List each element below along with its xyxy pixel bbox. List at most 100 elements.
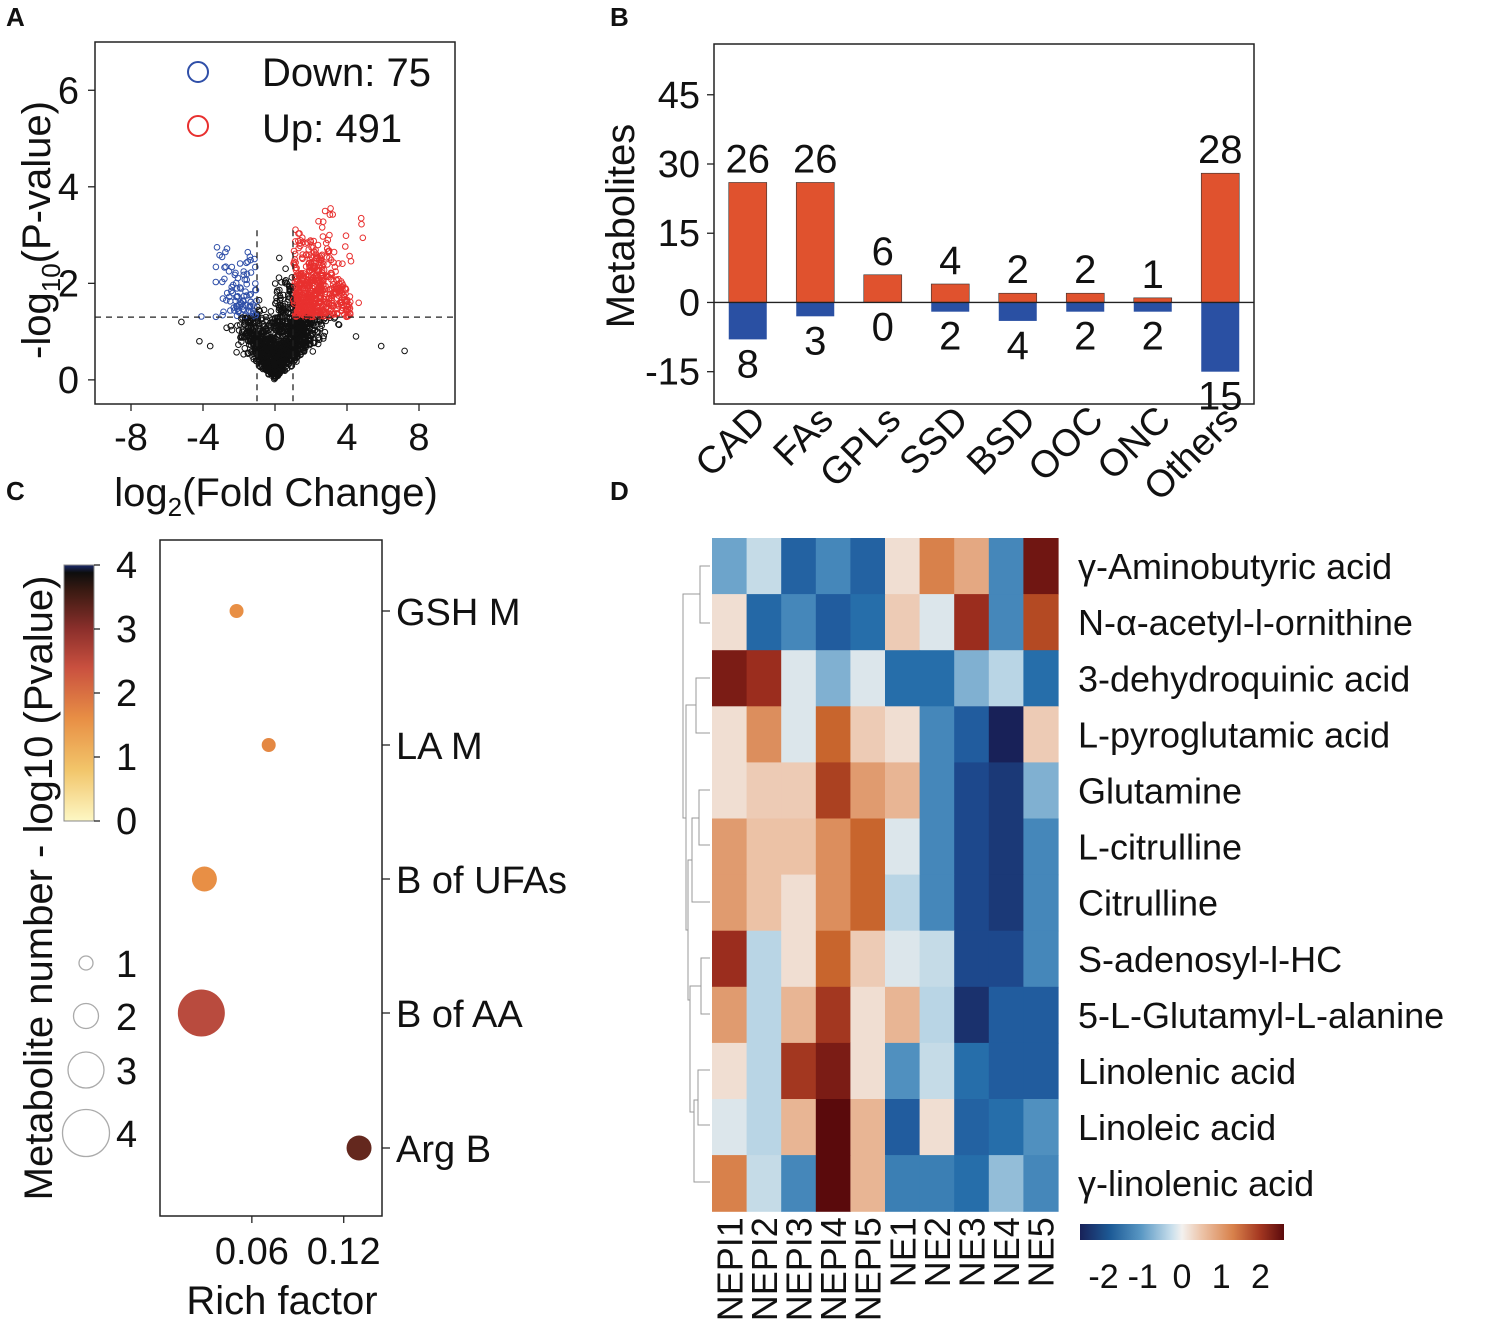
volcano-point — [258, 314, 266, 322]
volcano-point-up — [328, 302, 336, 309]
volcano-point — [318, 224, 326, 231]
volcano-point — [330, 248, 338, 256]
heatmap-cell — [954, 594, 990, 651]
pathway-label: GSH M — [396, 592, 521, 634]
volcano-point — [358, 220, 365, 228]
bar-down-label: 2 — [939, 315, 961, 359]
volcano-point-down — [251, 255, 258, 263]
volcano-point — [314, 340, 322, 348]
category-label: GPLs — [812, 399, 909, 496]
size-legend-circle — [67, 1051, 105, 1089]
volcano-point — [291, 343, 298, 350]
legend-down-marker — [187, 61, 209, 83]
bar-down-label: 3 — [804, 319, 826, 363]
bar-up-label: 2 — [1074, 248, 1096, 292]
heatmap-cell — [815, 930, 851, 988]
legend-down-label: Down: 75 — [262, 51, 431, 95]
category-label: OOC — [1021, 399, 1112, 490]
heatmap-cell — [1023, 594, 1059, 651]
y-tick-label: 45 — [658, 75, 700, 117]
volcano-point — [245, 307, 253, 314]
volcano-point — [285, 290, 292, 298]
heatmap-cell — [988, 1099, 1024, 1156]
volcano-point — [266, 341, 274, 349]
heatmap-cell — [712, 1099, 748, 1156]
row-label: Linoleic acid — [1078, 1107, 1276, 1148]
colorbar-tick-label: 2 — [116, 673, 137, 715]
heatmap-cell — [850, 706, 886, 763]
volcano-point-up — [311, 276, 319, 283]
volcano-point-up — [304, 298, 311, 305]
heatmap-cell — [781, 1099, 817, 1156]
heatmap-cell — [712, 762, 748, 820]
volcano-point-up — [336, 299, 344, 306]
volcano-point — [245, 349, 252, 357]
volcano-point-down — [246, 302, 254, 310]
heatmap-cell — [781, 1042, 817, 1100]
colorbar-tick-label: -1 — [1128, 1258, 1158, 1296]
volcano-point — [342, 232, 350, 239]
volcano-point — [231, 307, 238, 314]
volcano-point — [306, 341, 314, 349]
panel-label-a: A — [6, 2, 25, 32]
pathway-label: B of AA — [396, 994, 523, 1036]
y-tick-label: -15 — [645, 352, 700, 394]
bar-down-ONC — [1133, 302, 1172, 312]
volcano-point — [246, 291, 253, 299]
enrichment-bubble-plot: 0 1 2 3 4 1 2 3 4 GSH M LA M B of UFAs B of AA Arg … — [17, 539, 567, 1323]
heatmap-cell — [850, 1042, 886, 1100]
row-label: S-adenosyl-l-HC — [1078, 939, 1342, 980]
heatmap-cell — [746, 930, 782, 988]
volcano-points — [178, 205, 408, 383]
volcano-point — [267, 319, 274, 327]
heatmap-cell — [954, 706, 990, 763]
bar-up-Others — [1200, 172, 1240, 303]
volcano-point — [257, 363, 264, 371]
volcano-point-down — [236, 260, 244, 267]
heatmap-cell — [988, 706, 1024, 763]
heatmap-cell — [919, 930, 955, 988]
bar-axis-ticks: -15 0 15 30 45 — [645, 75, 714, 394]
bar-y-label: Metabolites — [599, 124, 643, 329]
volcano-point-up — [302, 309, 310, 317]
volcano-point — [228, 326, 236, 334]
heatmap-cell — [1023, 1099, 1059, 1156]
heatmap-cell — [850, 594, 886, 651]
volcano-point — [315, 218, 322, 225]
row-label: γ-Aminobutyric acid — [1078, 546, 1392, 587]
column-label: NE1 — [882, 1217, 923, 1287]
pvalue-colorbar-ticks: 0 1 2 3 4 — [94, 545, 137, 843]
row-label: γ-linolenic acid — [1078, 1163, 1314, 1204]
volcano-point — [275, 362, 283, 370]
heatmap-cells — [712, 538, 1059, 1212]
volcano-point-up — [330, 284, 338, 291]
heatmap-cell — [781, 1155, 817, 1212]
volcano-point-down — [236, 284, 244, 291]
volcano-point — [302, 263, 310, 270]
volcano-point — [282, 265, 289, 273]
x-tick-label: -8 — [114, 417, 148, 459]
heatmap-cell — [954, 650, 990, 707]
volcano-axis-ticks: -8 -4 0 4 8 0 2 4 6 — [58, 70, 430, 459]
volcano-point — [254, 330, 262, 338]
volcano-point — [284, 293, 292, 300]
volcano-point — [323, 245, 331, 252]
x-tick-label: -4 — [186, 417, 220, 459]
volcano-point — [270, 368, 278, 376]
volcano-point-up — [295, 230, 302, 237]
volcano-point — [310, 237, 318, 245]
volcano-point — [288, 362, 296, 370]
heatmap: γ-Aminobutyric acid N-α-acetyl-l-ornithin… — [682, 538, 1444, 1321]
volcano-point-up — [295, 244, 303, 252]
volcano-point — [223, 324, 230, 332]
volcano-point — [287, 347, 295, 354]
volcano-point — [305, 332, 312, 340]
volcano-point — [249, 320, 257, 327]
volcano-point — [252, 280, 259, 287]
volcano-point — [287, 304, 295, 312]
volcano-point — [294, 343, 301, 350]
column-label: NEPI1 — [709, 1217, 750, 1321]
heatmap-cell — [988, 650, 1024, 707]
bar-up-label: 2 — [1007, 248, 1029, 292]
volcano-point-up — [315, 299, 323, 307]
